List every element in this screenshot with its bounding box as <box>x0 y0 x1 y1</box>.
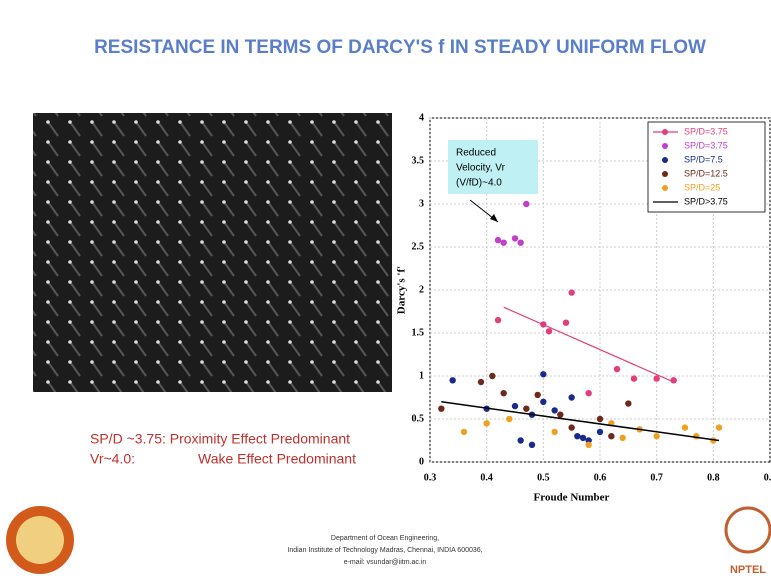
point <box>517 437 524 444</box>
logo-nptel <box>724 506 771 554</box>
point <box>438 405 445 412</box>
point <box>449 377 456 384</box>
point <box>489 372 496 380</box>
point <box>596 428 604 436</box>
y-tick-label: 1.5 <box>412 327 425 338</box>
point <box>630 375 638 382</box>
logo-text: NPTEL <box>730 564 766 576</box>
annotation-box <box>448 140 538 194</box>
point <box>500 239 507 246</box>
point <box>596 415 604 423</box>
x-tick-label: 0.7 <box>650 472 663 483</box>
y-tick-label: 0 <box>419 456 424 467</box>
footer: Indian Institute of Technology Madras, C… <box>287 547 482 554</box>
point <box>540 371 547 378</box>
point <box>500 390 507 397</box>
logo-iitm-inner <box>16 516 64 564</box>
legend-label: SP/D=12.5 <box>684 168 728 178</box>
point <box>557 411 564 418</box>
point <box>511 402 519 410</box>
trend-line <box>441 401 720 442</box>
point <box>494 316 502 324</box>
point <box>574 433 581 440</box>
x-tick-label: 0.8 <box>707 472 720 483</box>
legend-label: SP/D=25 <box>684 182 720 192</box>
point <box>494 236 502 244</box>
note: SP/D ~3.75: Proximity Effect Predominant <box>90 431 350 447</box>
footer: e-mail: vsundar@iitm.ac.in <box>344 559 427 566</box>
point <box>681 424 689 431</box>
point <box>517 239 524 246</box>
y-tick-label: 2.5 <box>412 241 425 252</box>
point <box>562 319 570 326</box>
point <box>568 394 575 401</box>
footer: Department of Ocean Engineering, <box>331 535 439 542</box>
legend-label: SP/D=3.75 <box>684 126 728 136</box>
legend-marker <box>662 129 668 135</box>
point <box>585 390 592 397</box>
y-tick-label: 3 <box>419 198 424 209</box>
point <box>585 441 592 448</box>
x-tick-label: 0.4 <box>480 472 493 483</box>
point <box>506 415 513 423</box>
x-tick-label: 0.9 <box>764 472 771 483</box>
x-tick-label: 0.6 <box>594 472 607 483</box>
y-tick-label: 4 <box>419 112 424 123</box>
legend-box <box>647 121 766 213</box>
point <box>540 398 547 405</box>
point <box>523 405 530 412</box>
point <box>483 420 490 427</box>
point <box>613 365 621 373</box>
note: Wake Effect Predominant <box>198 451 356 467</box>
point <box>477 378 485 386</box>
legend-label: SP/D=7.5 <box>684 154 723 164</box>
y-tick-label: 2 <box>419 284 424 295</box>
point <box>619 434 626 442</box>
point <box>653 375 660 382</box>
point <box>579 434 587 442</box>
point <box>670 377 677 384</box>
y-tick-label: 0.5 <box>412 413 425 424</box>
fit-line <box>503 306 674 383</box>
x-tick-label: 0.3 <box>424 472 437 483</box>
annotation-arrowhead <box>490 214 498 222</box>
point <box>511 235 519 242</box>
photo-rods <box>33 113 392 392</box>
point <box>534 391 541 399</box>
point <box>568 424 575 431</box>
point <box>551 407 558 414</box>
annotation: (V/fD)~4.0 <box>456 178 502 189</box>
point <box>625 400 632 407</box>
legend-label: SP/D>3.75 <box>684 196 728 206</box>
point <box>545 328 553 335</box>
point <box>540 321 547 328</box>
point <box>523 200 530 208</box>
point <box>693 433 700 440</box>
x-axis-label: Froude Number <box>534 492 610 504</box>
legend-marker <box>662 185 668 191</box>
point <box>715 424 723 431</box>
point <box>653 433 660 440</box>
note: Vr~4.0: <box>90 451 135 467</box>
y-tick-label: 1 <box>419 370 424 381</box>
legend-marker <box>662 143 668 149</box>
x-tick-label: 0.5 <box>537 472 550 483</box>
annotation: Velocity, Vr <box>456 163 506 174</box>
y-axis-label: Darcy's 'f' <box>396 266 408 314</box>
point <box>460 428 468 436</box>
slide-title: RESISTANCE IN TERMS OF DARCY'S f IN STEA… <box>94 37 706 58</box>
legend-marker <box>662 157 668 163</box>
point <box>528 441 536 448</box>
legend-label: SP/D=3.75 <box>684 140 728 150</box>
point <box>608 433 615 440</box>
point <box>568 289 575 296</box>
y-tick-label: 3.5 <box>412 155 425 166</box>
annotation: Reduced <box>456 148 496 159</box>
legend-marker <box>662 171 668 177</box>
point <box>551 428 558 436</box>
